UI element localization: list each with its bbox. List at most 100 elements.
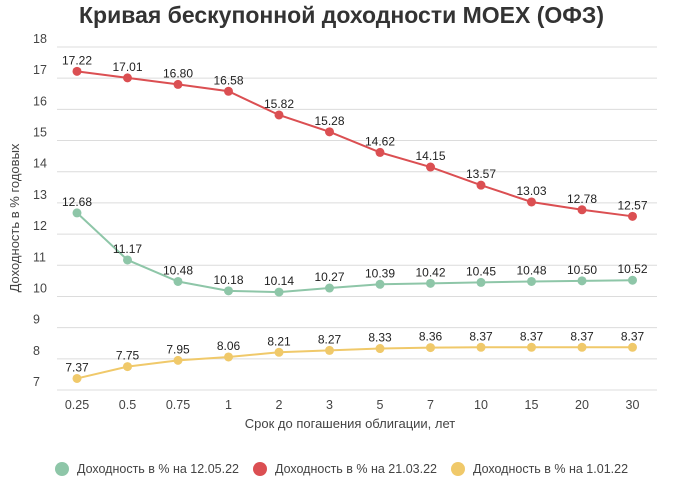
x-tick-label: 30 xyxy=(626,398,640,412)
data-point[interactable] xyxy=(173,276,183,286)
data-point[interactable] xyxy=(577,205,587,215)
data-label: 8.33 xyxy=(368,331,392,345)
series-line xyxy=(76,70,633,218)
legend: Доходность в % на 12.05.22 Доходность в %… xyxy=(0,462,683,476)
series-line xyxy=(76,346,633,380)
legend-label: Доходность в % на 1.01.22 xyxy=(472,462,629,476)
y-tick-label: 18 xyxy=(33,32,47,46)
series-2: 7.37 7.75 7.95 8.06 8.21 8.27 8.33 8.36 8.37 8.37… xyxy=(65,329,645,383)
data-point[interactable] xyxy=(274,287,284,297)
data-point[interactable] xyxy=(426,278,435,288)
data-label: 13.03 xyxy=(516,184,546,198)
data-point[interactable] xyxy=(426,343,435,353)
x-tick-label: 1 xyxy=(225,398,232,412)
data-label: 7.95 xyxy=(166,342,190,356)
x-tick-label: 3 xyxy=(326,398,333,412)
data-point[interactable] xyxy=(426,162,435,172)
y-tick-label: 10 xyxy=(33,281,47,295)
data-label: 12.57 xyxy=(617,198,647,212)
legend-label: Доходность в % на 21.03.22 xyxy=(274,462,437,476)
data-point[interactable] xyxy=(123,362,132,372)
y-tick-label: 8 xyxy=(33,344,40,358)
data-point[interactable] xyxy=(527,197,536,207)
data-label: 15.28 xyxy=(314,114,344,128)
data-label: 10.50 xyxy=(567,263,597,277)
data-label: 10.42 xyxy=(415,265,445,279)
data-point[interactable] xyxy=(274,347,284,357)
x-tick-label: 10 xyxy=(474,398,488,412)
data-point[interactable] xyxy=(72,373,82,383)
data-point[interactable] xyxy=(375,344,385,354)
data-point[interactable] xyxy=(72,66,82,76)
data-point[interactable] xyxy=(274,110,284,120)
data-label: 8.37 xyxy=(520,329,544,343)
legend-item[interactable]: Доходность в % на 1.01.22 xyxy=(450,462,629,476)
series-0: 12.68 11.17 10.48 10.18 10.14 10.27 10.39 10.42… xyxy=(62,195,648,297)
chart-title: Кривая бескупонной доходности MOEX (ОФЗ) xyxy=(79,2,604,28)
data-label: 7.75 xyxy=(116,349,140,363)
data-label: 17.22 xyxy=(62,53,92,67)
data-point[interactable] xyxy=(123,73,132,83)
data-label: 14.15 xyxy=(415,149,445,163)
data-point[interactable] xyxy=(577,276,587,286)
data-label: 15.82 xyxy=(264,97,294,111)
data-point[interactable] xyxy=(628,342,637,352)
data-point[interactable] xyxy=(325,345,334,355)
data-point[interactable] xyxy=(173,79,183,89)
data-point[interactable] xyxy=(375,147,385,157)
y-tick-label: 13 xyxy=(33,188,47,202)
data-label: 16.80 xyxy=(163,66,193,80)
data-label: 14.62 xyxy=(365,134,395,148)
data-label: 11.17 xyxy=(113,242,142,256)
series-1: 17.22 17.01 16.80 16.58 15.82 15.28 14.62 14.15… xyxy=(62,53,648,221)
data-point[interactable] xyxy=(476,277,486,287)
x-tick-label: 0.25 xyxy=(65,398,89,412)
data-label: 10.48 xyxy=(163,263,193,277)
y-tick-label: 9 xyxy=(33,313,40,327)
data-label: 8.36 xyxy=(419,330,443,344)
data-label: 7.37 xyxy=(65,360,89,374)
data-label: 8.21 xyxy=(267,334,291,348)
data-label: 8.37 xyxy=(469,329,493,343)
legend-item[interactable]: Доходность в % на 21.03.22 xyxy=(252,462,437,476)
data-label: 12.78 xyxy=(567,192,597,206)
data-label: 17.01 xyxy=(112,60,142,74)
y-tick-label: 16 xyxy=(33,94,47,108)
data-point[interactable] xyxy=(476,342,486,352)
data-point[interactable] xyxy=(224,352,233,362)
data-label: 8.37 xyxy=(570,329,594,343)
data-label: 10.18 xyxy=(213,273,243,287)
x-axis-title: Срок до погашения облигации, лет xyxy=(245,416,455,431)
data-point[interactable] xyxy=(224,286,233,296)
data-point[interactable] xyxy=(173,355,183,365)
x-tick-label: 15 xyxy=(525,398,539,412)
x-tick-label: 0.75 xyxy=(166,398,190,412)
data-label: 8.27 xyxy=(318,332,342,346)
data-point[interactable] xyxy=(325,283,334,293)
y-tick-label: 15 xyxy=(33,126,47,140)
data-label: 8.06 xyxy=(217,339,241,353)
data-point[interactable] xyxy=(325,127,334,137)
data-point[interactable] xyxy=(628,275,637,285)
legend-marker-icon xyxy=(54,462,69,476)
data-point[interactable] xyxy=(224,86,233,96)
data-point[interactable] xyxy=(577,342,587,352)
x-tick-label: 5 xyxy=(377,398,384,412)
y-tick-label: 7 xyxy=(33,375,40,389)
y-tick-label: 14 xyxy=(33,157,47,171)
x-tick-label: 0.5 xyxy=(119,398,136,412)
y-tick-label: 12 xyxy=(33,219,47,233)
data-label: 13.57 xyxy=(466,167,496,181)
data-point[interactable] xyxy=(123,255,132,265)
x-tick-label: 2 xyxy=(276,398,283,412)
data-point[interactable] xyxy=(476,180,486,190)
legend-item[interactable]: Доходность в % на 12.05.22 xyxy=(54,462,239,476)
data-point[interactable] xyxy=(527,276,536,286)
x-tick-label: 20 xyxy=(575,398,589,412)
data-point[interactable] xyxy=(72,208,82,218)
data-label: 8.37 xyxy=(621,329,645,343)
data-label: 10.45 xyxy=(466,264,496,278)
data-point[interactable] xyxy=(375,279,385,289)
data-point[interactable] xyxy=(527,342,536,352)
data-point[interactable] xyxy=(628,211,637,221)
